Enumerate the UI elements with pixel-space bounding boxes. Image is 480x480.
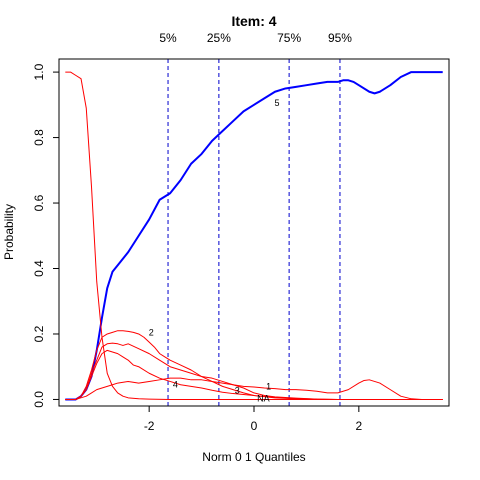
x-tick-label: 2 xyxy=(355,419,362,433)
quantile-label: 25% xyxy=(207,31,231,45)
x-axis: -2 0 2 xyxy=(144,406,362,433)
quantile-lines xyxy=(167,59,341,406)
series-labels: 5 1 2 3 4 NA xyxy=(149,98,280,403)
series-label-3: 3 xyxy=(235,385,240,395)
y-tick-label: 0.8 xyxy=(32,129,46,146)
y-axis-label: Probability xyxy=(2,204,16,260)
y-tick-label: 0.4 xyxy=(32,260,46,277)
series-line-5 xyxy=(65,71,443,401)
series-line-NA xyxy=(65,71,443,400)
series-line-1 xyxy=(65,377,443,400)
x-tick-label: -2 xyxy=(144,419,155,433)
series-label-NA: NA xyxy=(257,393,270,403)
x-tick-label: 0 xyxy=(251,419,258,433)
chart-title: Item: 4 xyxy=(231,13,276,29)
series-lines xyxy=(65,71,443,401)
series-label-5: 5 xyxy=(275,98,280,108)
series-label-1: 1 xyxy=(266,381,271,391)
series-label-2: 2 xyxy=(149,327,154,337)
y-tick-label: 1.0 xyxy=(32,63,46,80)
y-axis: 0.0 0.2 0.4 0.6 0.8 1.0 xyxy=(32,63,59,408)
x-axis-label: Norm 0 1 Quantiles xyxy=(202,450,305,464)
y-tick-label: 0.6 xyxy=(32,194,46,211)
quantile-label: 75% xyxy=(277,31,301,45)
quantile-label: 5% xyxy=(159,31,177,45)
y-tick-label: 0.0 xyxy=(32,391,46,408)
quantile-labels: 5% 25% 75% 95% xyxy=(159,31,352,45)
series-label-4: 4 xyxy=(173,380,178,390)
quantile-label: 95% xyxy=(328,31,352,45)
y-tick-label: 0.2 xyxy=(32,325,46,342)
